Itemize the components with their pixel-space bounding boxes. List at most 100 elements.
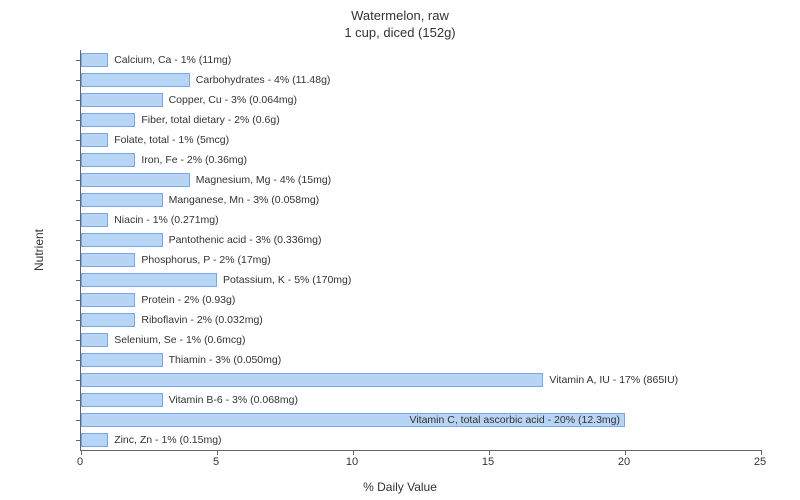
bar-label: Phosphorus, P - 2% (17mg) xyxy=(141,254,270,266)
bar-row: Magnesium, Mg - 4% (15mg) xyxy=(81,173,331,187)
y-tick xyxy=(76,200,81,201)
bar-row: Manganese, Mn - 3% (0.058mg) xyxy=(81,193,319,207)
nutrient-bar xyxy=(81,213,108,227)
y-tick xyxy=(76,300,81,301)
y-tick xyxy=(76,420,81,421)
bar-label: Calcium, Ca - 1% (11mg) xyxy=(114,54,231,66)
nutrient-bar xyxy=(81,253,135,267)
chart-title: Watermelon, raw 1 cup, diced (152g) xyxy=(0,0,800,42)
bar-row: Pantothenic acid - 3% (0.336mg) xyxy=(81,233,322,247)
y-tick xyxy=(76,140,81,141)
bar-label: Potassium, K - 5% (170mg) xyxy=(223,274,351,286)
x-tick xyxy=(217,450,218,455)
nutrient-chart: Watermelon, raw 1 cup, diced (152g) Nutr… xyxy=(0,0,800,500)
bar-label: Iron, Fe - 2% (0.36mg) xyxy=(141,154,247,166)
nutrient-bar xyxy=(81,113,135,127)
bar-row: Folate, total - 1% (5mcg) xyxy=(81,133,229,147)
nutrient-bar xyxy=(81,193,163,207)
y-tick xyxy=(76,120,81,121)
bar-row: Vitamin C, total ascorbic acid - 20% (12… xyxy=(81,413,625,427)
bar-label: Thiamin - 3% (0.050mg) xyxy=(169,354,282,366)
bar-row: Riboflavin - 2% (0.032mg) xyxy=(81,313,263,327)
nutrient-bar xyxy=(81,433,108,447)
nutrient-bar xyxy=(81,173,190,187)
y-tick xyxy=(76,260,81,261)
nutrient-bar xyxy=(81,153,135,167)
bar-label: Carbohydrates - 4% (11.48g) xyxy=(196,74,331,86)
bar-row: Carbohydrates - 4% (11.48g) xyxy=(81,73,330,87)
x-tick xyxy=(625,450,626,455)
x-tick-label: 0 xyxy=(77,456,83,468)
bar-row: Vitamin A, IU - 17% (865IU) xyxy=(81,373,678,387)
y-tick xyxy=(76,220,81,221)
nutrient-bar xyxy=(81,313,135,327)
bar-label: Zinc, Zn - 1% (0.15mg) xyxy=(114,434,221,446)
x-tick-label: 20 xyxy=(618,456,630,468)
chart-title-line2: 1 cup, diced (152g) xyxy=(0,25,800,42)
bar-row: Vitamin B-6 - 3% (0.068mg) xyxy=(81,393,298,407)
plot-area: Calcium, Ca - 1% (11mg) Carbohydrates - 4… xyxy=(80,50,761,451)
bar-label: Fiber, total dietary - 2% (0.6g) xyxy=(141,114,279,126)
y-tick xyxy=(76,100,81,101)
bar-row: Calcium, Ca - 1% (11mg) xyxy=(81,53,231,67)
nutrient-bar xyxy=(81,333,108,347)
y-tick xyxy=(76,160,81,161)
bar-label: Vitamin C, total ascorbic acid - 20% (12… xyxy=(410,414,620,426)
bar-row: Selenium, Se - 1% (0.6mcg) xyxy=(81,333,246,347)
bar-label: Copper, Cu - 3% (0.064mg) xyxy=(169,94,297,106)
x-tick xyxy=(81,450,82,455)
bar-label: Magnesium, Mg - 4% (15mg) xyxy=(196,174,331,186)
nutrient-bar xyxy=(81,353,163,367)
bars-group: Calcium, Ca - 1% (11mg) Carbohydrates - 4… xyxy=(81,50,761,450)
x-tick xyxy=(761,450,762,455)
y-tick xyxy=(76,180,81,181)
bar-row: Potassium, K - 5% (170mg) xyxy=(81,273,351,287)
bar-row: Iron, Fe - 2% (0.36mg) xyxy=(81,153,247,167)
y-tick xyxy=(76,440,81,441)
nutrient-bar: Vitamin C, total ascorbic acid - 20% (12… xyxy=(81,413,625,427)
bar-label: Pantothenic acid - 3% (0.336mg) xyxy=(169,234,322,246)
nutrient-bar xyxy=(81,373,543,387)
y-tick xyxy=(76,80,81,81)
bar-label: Vitamin A, IU - 17% (865IU) xyxy=(549,374,678,386)
chart-title-line1: Watermelon, raw xyxy=(0,8,800,25)
bar-label: Protein - 2% (0.93g) xyxy=(141,294,235,306)
x-tick-label: 15 xyxy=(482,456,494,468)
nutrient-bar xyxy=(81,93,163,107)
nutrient-bar xyxy=(81,133,108,147)
bar-label: Vitamin B-6 - 3% (0.068mg) xyxy=(169,394,298,406)
bar-row: Phosphorus, P - 2% (17mg) xyxy=(81,253,271,267)
nutrient-bar xyxy=(81,53,108,67)
bar-label: Riboflavin - 2% (0.032mg) xyxy=(141,314,262,326)
y-tick xyxy=(76,380,81,381)
y-tick xyxy=(76,360,81,361)
x-tick-label: 25 xyxy=(754,456,766,468)
bar-row: Fiber, total dietary - 2% (0.6g) xyxy=(81,113,280,127)
nutrient-bar xyxy=(81,293,135,307)
x-axis-label: % Daily Value xyxy=(363,480,437,494)
x-tick-label: 10 xyxy=(346,456,358,468)
bar-label: Manganese, Mn - 3% (0.058mg) xyxy=(169,194,320,206)
x-tick xyxy=(353,450,354,455)
bar-row: Zinc, Zn - 1% (0.15mg) xyxy=(81,433,222,447)
nutrient-bar xyxy=(81,233,163,247)
bar-label: Folate, total - 1% (5mcg) xyxy=(114,134,229,146)
y-tick xyxy=(76,340,81,341)
y-tick xyxy=(76,240,81,241)
y-tick xyxy=(76,320,81,321)
bar-row: Copper, Cu - 3% (0.064mg) xyxy=(81,93,297,107)
y-tick xyxy=(76,400,81,401)
nutrient-bar xyxy=(81,273,217,287)
bar-row: Niacin - 1% (0.271mg) xyxy=(81,213,219,227)
x-tick xyxy=(489,450,490,455)
bar-label: Niacin - 1% (0.271mg) xyxy=(114,214,218,226)
x-tick-label: 5 xyxy=(213,456,219,468)
bar-label: Selenium, Se - 1% (0.6mcg) xyxy=(114,334,245,346)
nutrient-bar xyxy=(81,393,163,407)
y-tick xyxy=(76,60,81,61)
bar-row: Protein - 2% (0.93g) xyxy=(81,293,235,307)
bar-row: Thiamin - 3% (0.050mg) xyxy=(81,353,281,367)
nutrient-bar xyxy=(81,73,190,87)
y-axis-label: Nutrient xyxy=(32,229,46,271)
y-tick xyxy=(76,280,81,281)
